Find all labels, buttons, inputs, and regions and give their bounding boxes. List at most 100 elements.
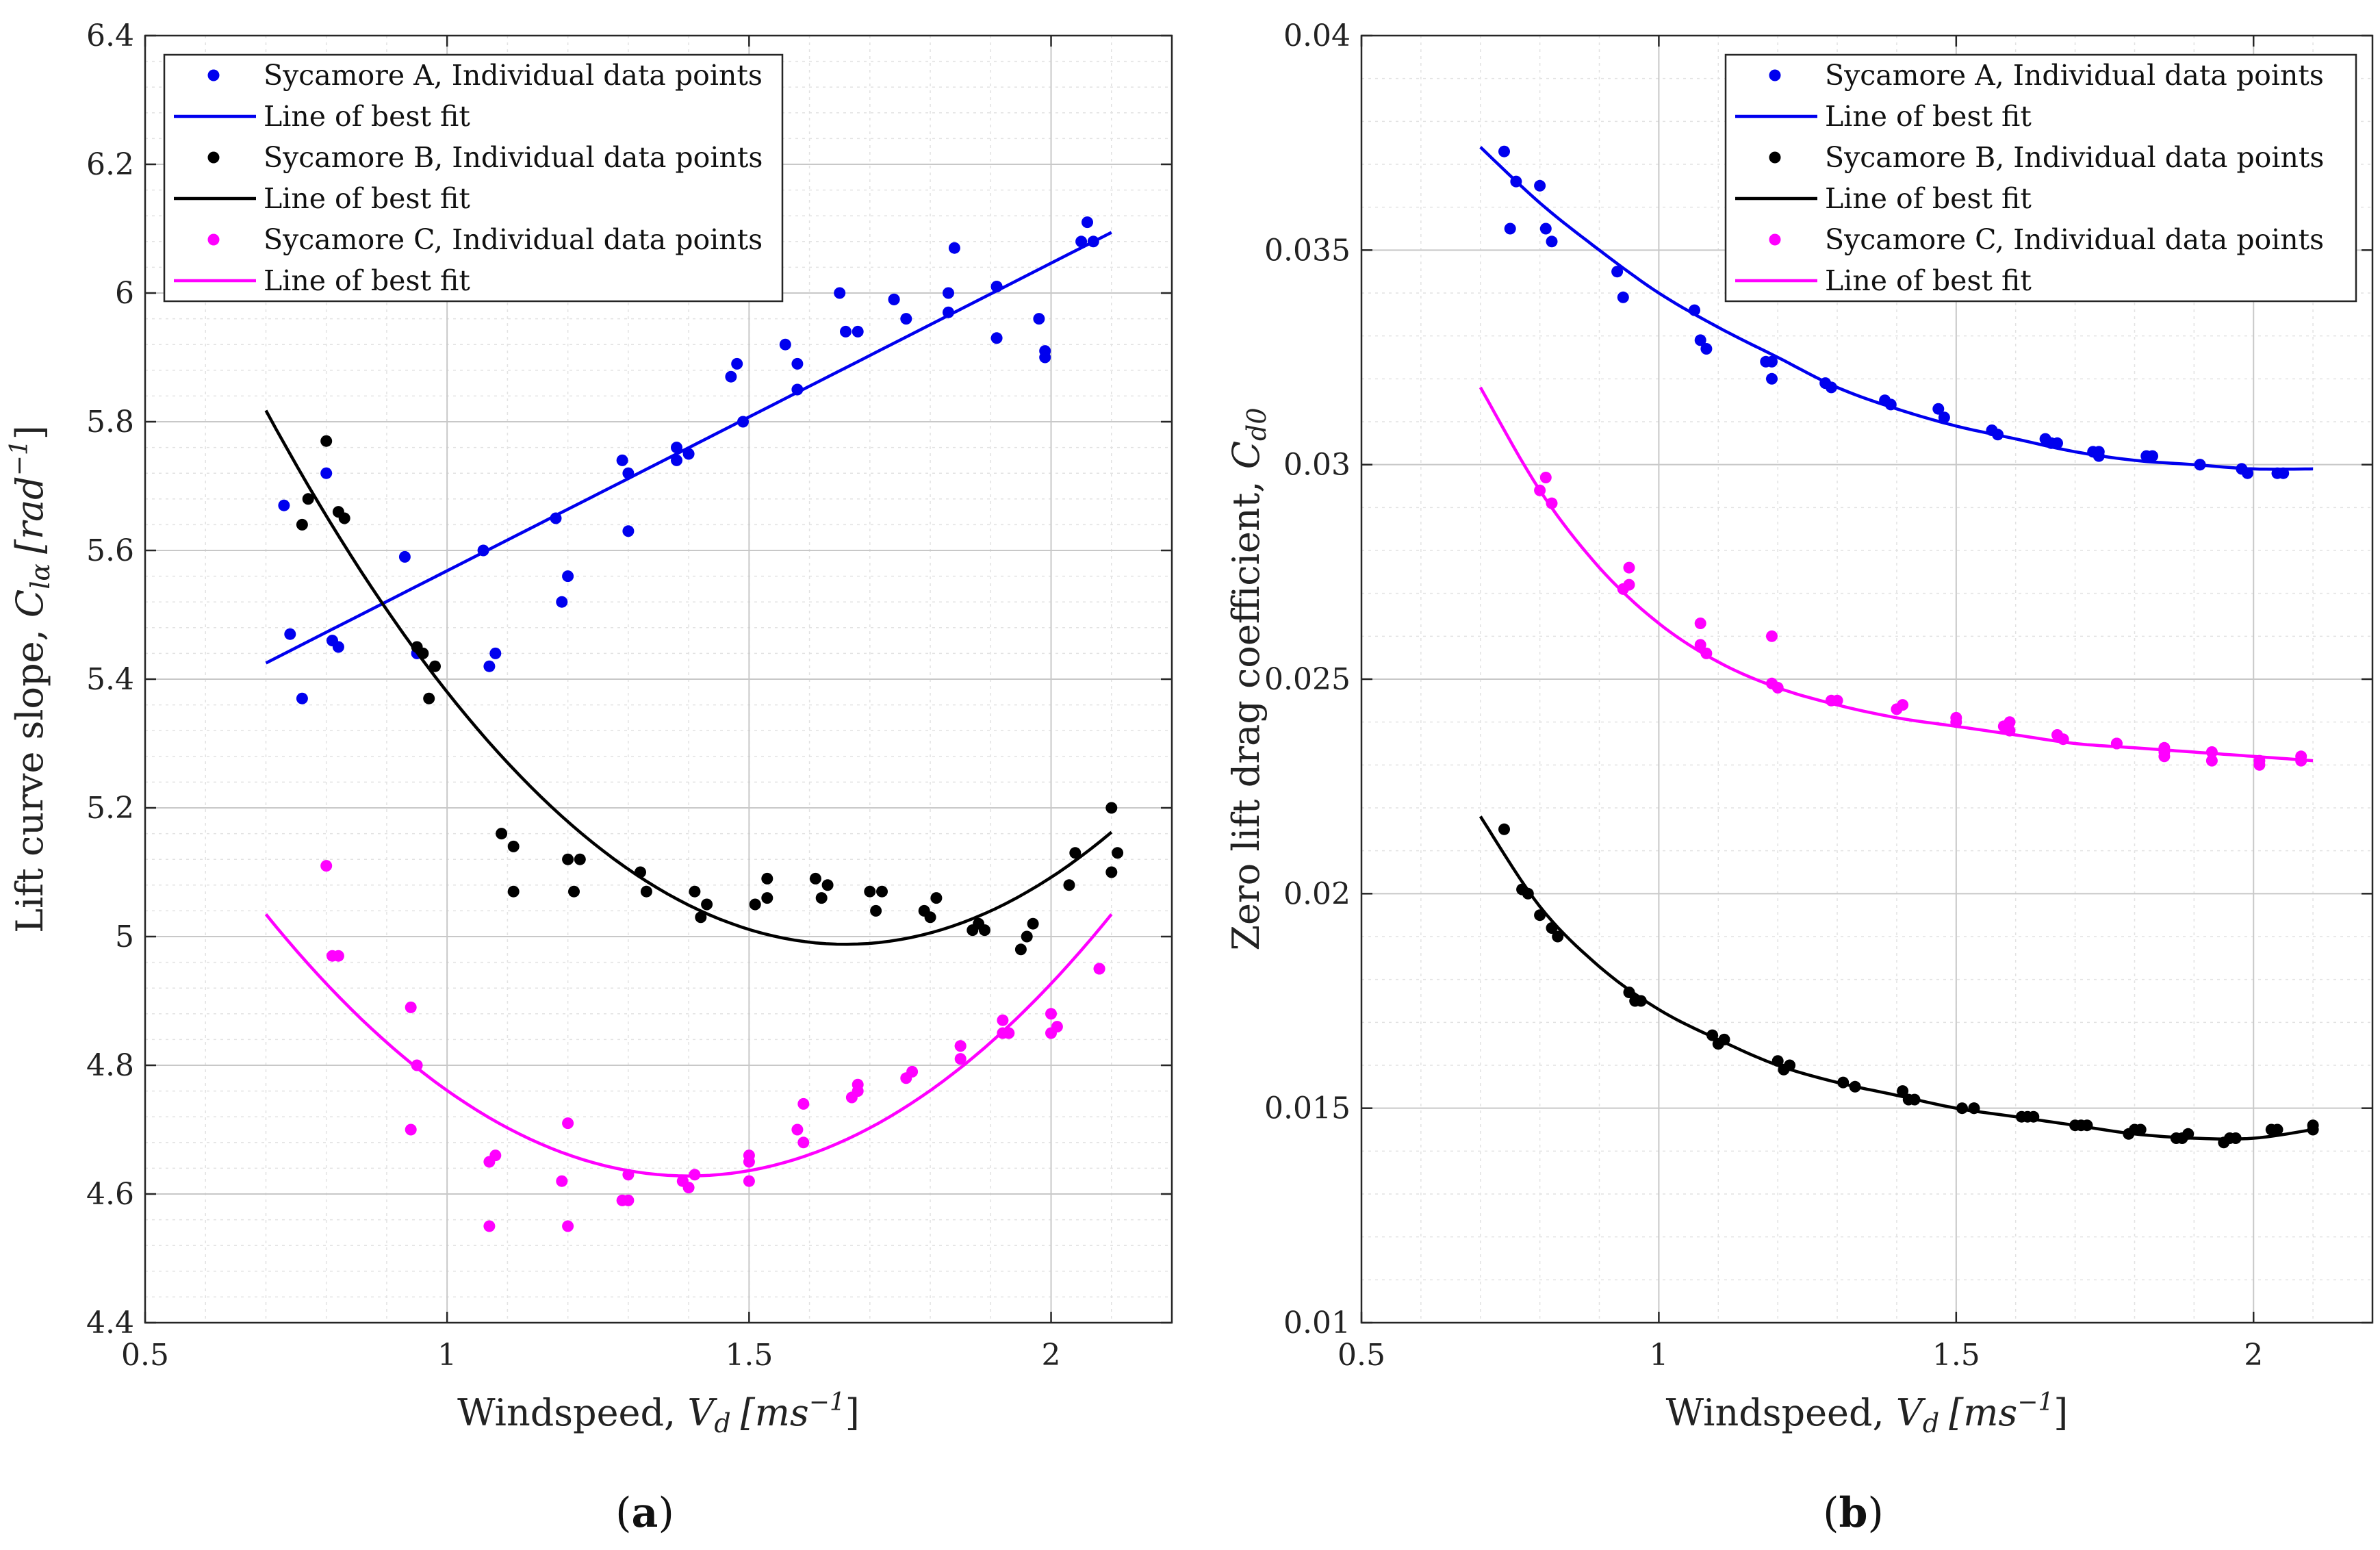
x-tick-label: 1.5 xyxy=(1932,1338,1980,1373)
x-axis-label-b: Windspeed, Vd [ms−1] xyxy=(1666,1388,2069,1438)
data-point-sycamore-a xyxy=(477,544,489,557)
data-point-sycamore-c xyxy=(906,1065,919,1078)
data-point-sycamore-c xyxy=(743,1156,755,1168)
y-tick-label: 0.03 xyxy=(1283,448,1351,483)
data-point-sycamore-a xyxy=(1510,175,1522,188)
data-point-sycamore-b xyxy=(924,911,936,924)
data-point-sycamore-a xyxy=(1938,411,1950,424)
data-point-sycamore-b xyxy=(1849,1080,1861,1093)
data-point-sycamore-b xyxy=(821,879,834,891)
y-axis-label-text-a: Lift curve slope, xyxy=(8,618,51,933)
data-point-sycamore-c xyxy=(2057,733,2069,746)
data-point-sycamore-b xyxy=(864,885,876,898)
y-tick-label: 6.2 xyxy=(86,147,134,182)
x-axis-units-exp-b: −1 xyxy=(2017,1388,2053,1416)
y-tick-label: 6 xyxy=(115,276,134,311)
data-point-sycamore-b xyxy=(635,866,646,878)
data-point-sycamore-c xyxy=(2205,754,2218,767)
x-axis-units-end-a: ] xyxy=(845,1391,860,1434)
y-tick-label: 5.6 xyxy=(86,533,134,568)
series-group-a xyxy=(264,216,1124,1232)
y-tick-label: 0.015 xyxy=(1264,1091,1351,1126)
fit-line-sycamore-a xyxy=(265,231,1112,665)
data-point-sycamore-c xyxy=(2205,746,2218,758)
data-point-sycamore-b xyxy=(568,885,580,898)
data-point-sycamore-b xyxy=(1968,1102,1980,1115)
x-axis-label-text-b: Windspeed, xyxy=(1666,1391,1896,1434)
x-axis-label-a: Windspeed, Vd [ms−1] xyxy=(457,1388,860,1438)
data-point-sycamore-b xyxy=(1027,917,1039,930)
data-point-sycamore-b xyxy=(1635,995,1647,1007)
data-point-sycamore-b xyxy=(2182,1128,2195,1140)
data-point-sycamore-c xyxy=(791,1123,804,1136)
data-point-sycamore-a xyxy=(2277,467,2290,479)
data-point-sycamore-a xyxy=(1617,291,1629,303)
legend-entry: Line of best fit xyxy=(264,264,470,297)
y-axis-subscript-a: lα xyxy=(25,563,55,589)
y-tick-label: 4.8 xyxy=(86,1048,134,1083)
series-group-b xyxy=(1479,145,2319,1149)
data-point-sycamore-a xyxy=(489,647,502,659)
data-point-sycamore-b xyxy=(296,518,308,531)
data-point-sycamore-a xyxy=(1539,223,1552,235)
data-point-sycamore-b xyxy=(979,924,990,937)
data-point-sycamore-b xyxy=(429,660,441,672)
data-point-sycamore-b xyxy=(930,892,943,904)
y-tick-label: 0.035 xyxy=(1264,233,1351,268)
legend-entry: Line of best fit xyxy=(1825,264,2032,297)
data-point-sycamore-c xyxy=(332,950,344,962)
y-tick-label: 5.4 xyxy=(86,662,134,697)
data-point-sycamore-a xyxy=(779,338,791,351)
y-tick-label: 0.02 xyxy=(1283,876,1351,911)
legend-marker xyxy=(1769,151,1781,164)
data-point-sycamore-a xyxy=(731,357,743,370)
data-point-sycamore-a xyxy=(556,596,568,608)
legend-marker xyxy=(207,151,220,164)
legend-entry: Sycamore B, Individual data points xyxy=(1825,141,2324,174)
data-point-sycamore-b xyxy=(417,647,429,659)
data-point-sycamore-c xyxy=(2158,746,2171,758)
data-point-sycamore-a xyxy=(550,512,562,524)
chart-panel-a: 0.5 1 1.5 2 4.4 4.6 4.8 5 5.2 5.4 5.6 5.8 6 6.2 6.4 Sy… xyxy=(5,18,1173,1537)
data-point-sycamore-a xyxy=(1700,343,1713,355)
data-point-sycamore-b xyxy=(507,885,520,898)
data-point-sycamore-b xyxy=(496,828,508,840)
data-point-sycamore-c xyxy=(797,1136,810,1149)
data-point-sycamore-b xyxy=(2307,1123,2319,1136)
data-point-sycamore-a xyxy=(1534,179,1546,192)
panel-label-letter-a: a xyxy=(632,1489,658,1537)
y-tick-label: 5 xyxy=(115,919,134,954)
data-point-sycamore-b xyxy=(701,898,713,911)
data-point-sycamore-a xyxy=(682,448,695,460)
data-point-sycamore-c xyxy=(483,1220,496,1232)
data-point-sycamore-c xyxy=(562,1220,574,1232)
data-point-sycamore-b xyxy=(640,885,652,898)
data-point-sycamore-c xyxy=(405,1123,417,1136)
data-point-sycamore-b xyxy=(1498,823,1510,835)
y-axis-subscript-b: d0 xyxy=(1242,407,1272,441)
data-point-sycamore-c xyxy=(1700,647,1713,659)
data-point-sycamore-b xyxy=(2271,1123,2283,1136)
data-point-sycamore-c xyxy=(1051,1021,1063,1033)
data-point-sycamore-a xyxy=(990,281,1003,293)
data-point-sycamore-a xyxy=(284,628,296,640)
data-point-sycamore-b xyxy=(815,892,828,904)
y-axis-label-b: Zero lift drag coefficient, Cd0 xyxy=(1225,407,1272,950)
x-tick-label: 1 xyxy=(437,1338,457,1373)
data-point-sycamore-c xyxy=(2295,754,2307,767)
tick-labels-a: 0.5 1 1.5 2 4.4 4.6 4.8 5 5.2 5.4 5.6 5.8 6 6.2 6.4 xyxy=(86,18,1172,1373)
data-point-sycamore-b xyxy=(749,898,761,911)
data-point-sycamore-a xyxy=(1039,345,1051,357)
legend-box xyxy=(163,53,784,303)
data-point-sycamore-a xyxy=(1884,398,1897,411)
data-point-sycamore-a xyxy=(737,416,749,428)
data-point-sycamore-c xyxy=(622,1194,635,1206)
x-tick-label: 2 xyxy=(2244,1338,2263,1373)
data-point-sycamore-b xyxy=(1063,879,1075,891)
data-point-sycamore-a xyxy=(671,442,682,454)
data-point-sycamore-b xyxy=(423,692,435,704)
legend-entry: Line of best fit xyxy=(264,100,470,133)
legend-marker xyxy=(207,233,220,246)
data-point-sycamore-b xyxy=(1522,887,1534,900)
fit-line-sycamore-c xyxy=(264,913,1113,1178)
